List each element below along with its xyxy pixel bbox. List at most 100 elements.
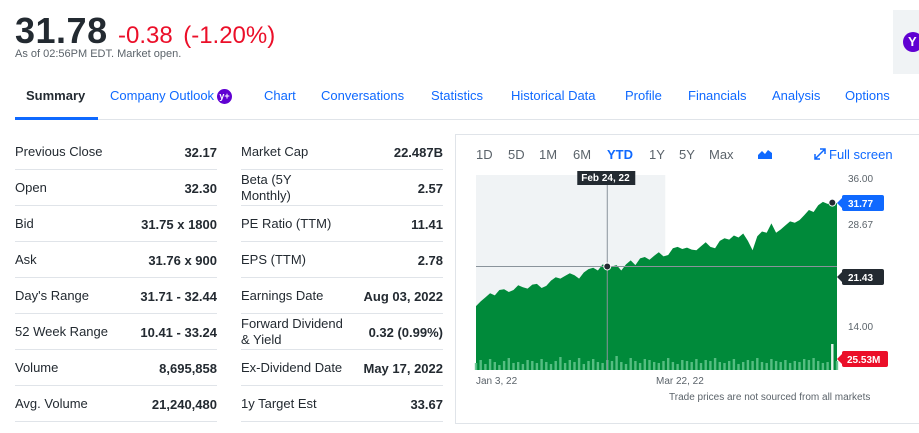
tab-label: Summary [26,88,86,103]
crosshair-value-badge [842,269,884,285]
stat-value: 32.30 [184,180,217,196]
crosshair-value-pointer [837,272,842,282]
tab-analysis[interactable]: Analysis [772,88,820,103]
tab-label: Chart [264,88,296,103]
price-change-percent: (-1.20%) [183,22,276,49]
volume-bar [657,363,660,370]
stat-value: May 17, 2022 [363,360,443,376]
y-tick-label: 14.00 [848,322,873,333]
y-tick-label: 36.00 [848,174,873,185]
area-chart-icon[interactable] [758,148,772,160]
stat-label: 52 Week Range [15,324,108,339]
crosshair-date-label: Feb 24, 22 [581,173,630,184]
tab-options[interactable]: Options [845,88,890,103]
volume-bar [681,360,684,370]
volume-bar [568,360,571,370]
volume-bar [624,364,628,370]
stat-value: Aug 03, 2022 [363,288,444,304]
fullscreen-button[interactable]: Full screen [814,147,893,162]
current-price: 31.78 [15,10,108,51]
volume-bar [629,358,632,370]
volume-bar [502,361,506,370]
volume-bar [737,364,740,370]
volume-bar [638,363,642,370]
y-tick-label: 28.67 [848,220,873,231]
stat-label: Bid [15,216,34,231]
range-1y-button[interactable]: 1Y [649,147,665,162]
volume-bar [685,361,689,370]
volume-bar [592,359,595,370]
tab-financials[interactable]: Financials [688,88,747,103]
stat-value: 10.41 - 33.24 [140,324,217,340]
volume-bar [554,361,557,370]
volume-bar [573,362,576,370]
stat-value: 33.67 [410,396,443,412]
volume-bar [498,365,501,370]
range-1d-button[interactable]: 1D [476,147,493,162]
stat-value: 0.32 (0.99%) [368,324,443,340]
stat-value: 21,240,480 [151,396,217,412]
stat-label: Market Cap [241,144,309,159]
stat-label: PE Ratio (TTM) [241,216,332,231]
range-5y-button[interactable]: 5Y [679,147,695,162]
yahoo-corner-button[interactable]: Y [893,10,919,74]
tab-chart[interactable]: Chart [264,88,296,103]
stat-label: Ex-Dividend Date [241,360,343,375]
range-6m-button[interactable]: 6M [573,147,592,162]
fullscreen-label: Full screen [829,147,893,162]
volume-bar [695,359,698,370]
tab-conversations[interactable]: Conversations [321,88,404,103]
price-chart[interactable]: Feb 24, 22 36.00 28.67 14.00 31.77 21.43 25.53… [456,135,919,425]
volume-bar [760,362,764,370]
volume-bar [704,360,707,370]
tab-label: Statistics [431,88,484,103]
volume-bar [484,364,487,370]
volume-bar [479,360,482,370]
stat-row: Market Cap 22.487B [241,134,443,170]
range-5d-button[interactable]: 5D [508,147,525,162]
range-1m-button[interactable]: 1M [539,147,558,162]
stat-label: EPS (TTM) [241,252,306,267]
volume-bar [779,362,782,370]
volume-bar [812,358,815,370]
volume-bar [723,363,726,370]
volume-bar [643,359,646,370]
stat-row: 52 Week Range 10.41 - 33.24 [15,314,217,350]
last-price-point [828,198,837,207]
volume-bar [807,360,811,370]
stat-label: Day's Range [15,288,90,303]
volume-label: 25.53M [847,355,880,366]
volume-bar [803,359,806,370]
stat-label: Forward Dividend & Yield [241,316,343,347]
current-price-badge [842,195,884,211]
tab-label: Conversations [321,88,405,103]
volume-bar [709,361,712,370]
volume-bar [577,358,581,370]
volume-bar [653,362,656,370]
stat-row: Volume 8,695,858 [15,350,217,386]
stat-label: Previous Close [15,144,103,159]
range-ytd-button[interactable]: YTD [607,147,633,162]
tab-historical-data[interactable]: Historical Data [511,88,596,103]
stat-row: PE Ratio (TTM) 11.41 [241,206,443,242]
volume-bar [517,362,520,370]
stat-value: 2.57 [417,180,443,196]
tab-statistics[interactable]: Statistics [431,88,483,103]
crosshair-value-label: 21.43 [848,273,873,284]
volume-bar [821,363,825,370]
volume-bar [596,362,600,370]
tab-profile[interactable]: Profile [625,88,662,103]
tab-company-outlook[interactable]: Company Outlook y+ [110,88,233,104]
crosshair-date-box [577,171,636,185]
stat-value: 31.75 x 1800 [141,216,217,232]
stat-label: Avg. Volume [15,396,88,411]
range-max-button[interactable]: Max [709,147,734,162]
volume-bar [826,362,829,370]
tab-label: Historical Data [511,88,596,103]
volume-bar [610,361,614,370]
tab-summary[interactable]: Summary [26,88,85,103]
volume-bar [535,363,539,370]
stat-row: Ex-Dividend Date May 17, 2022 [241,350,443,386]
stat-row: 1y Target Est 33.67 [241,386,443,422]
stat-row: Forward Dividend & Yield 0.32 (0.99%) [241,314,443,350]
